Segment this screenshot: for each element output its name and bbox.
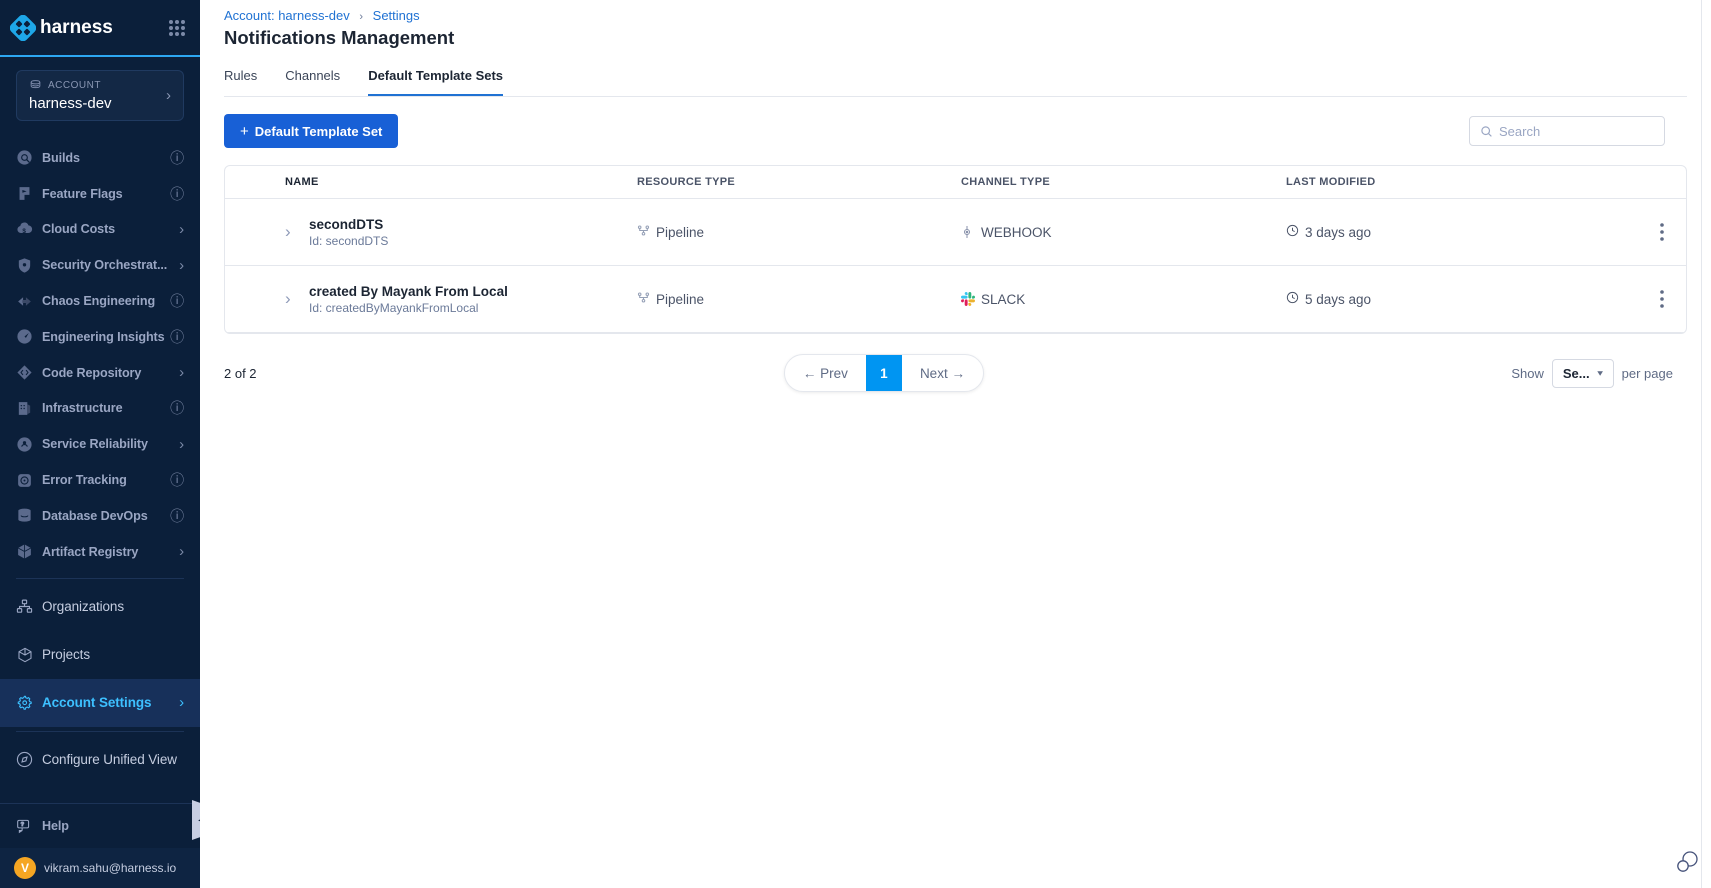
svg-text:?: ? [21,822,25,828]
svg-text:$: $ [22,228,26,235]
